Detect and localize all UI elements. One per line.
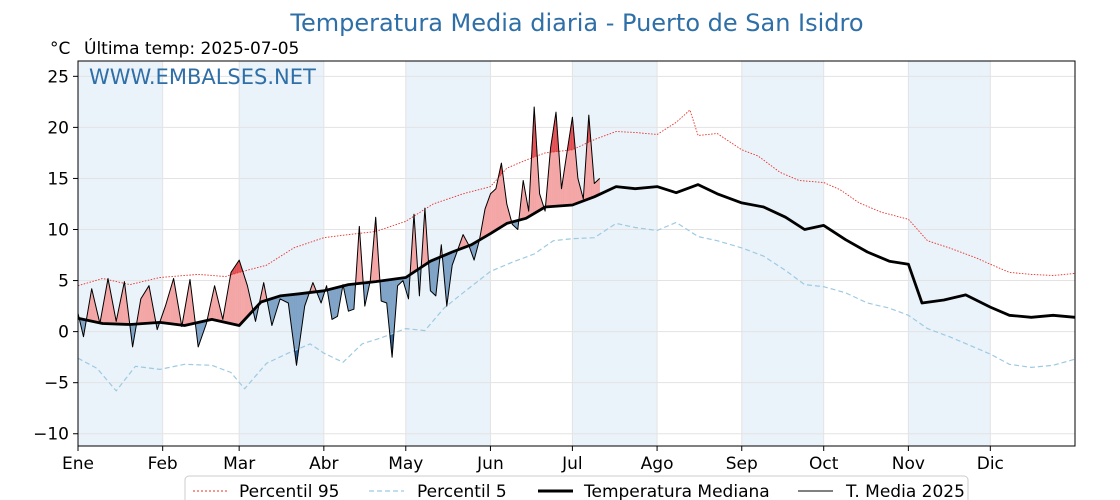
y-tick-label: 5 xyxy=(58,272,69,292)
month-band xyxy=(908,61,991,446)
p95-line xyxy=(77,109,1076,287)
y-axis-ticks: 25 20 15 10 5 0 −5 −10 xyxy=(33,67,78,445)
x-axis-ticks: Ene Feb Mar Abr May Jun Jul Ago Sep Oct Nov Dic xyxy=(62,446,1004,474)
watermark-text: WWW.EMBALSES.NET xyxy=(89,65,316,89)
legend-label-median: Temperatura Mediana xyxy=(583,482,770,500)
last-temp-label: Última temp: 2025-07-05 xyxy=(84,37,299,59)
series-lines xyxy=(77,106,1076,392)
x-tick-label: May xyxy=(388,454,423,474)
legend-label-p5: Percentil 5 xyxy=(417,482,507,500)
x-tick-label: Jun xyxy=(476,454,504,474)
x-tick-label: Jul xyxy=(561,454,583,474)
y-tick-label: 20 xyxy=(47,118,69,138)
p5-line xyxy=(77,221,1076,392)
month-band xyxy=(239,61,324,446)
x-tick-label: Mar xyxy=(223,454,255,474)
x-tick-label: Ene xyxy=(62,454,94,474)
x-tick-label: Dic xyxy=(977,454,1004,474)
month-band xyxy=(78,61,163,446)
y-tick-label: 15 xyxy=(47,169,69,189)
y-tick-label: 0 xyxy=(58,323,69,343)
y-tick-label: −5 xyxy=(44,374,69,394)
x-tick-label: Abr xyxy=(309,454,338,474)
month-band xyxy=(572,61,658,446)
unit-label: °C xyxy=(50,39,70,59)
chart-title: Temperatura Media diaria - Puerto de San… xyxy=(289,9,863,37)
x-tick-label: Feb xyxy=(148,454,178,474)
plot-frame xyxy=(77,60,1076,447)
y-tick-label: 25 xyxy=(47,67,69,87)
y-tick-label: −10 xyxy=(33,425,69,445)
legend: Percentil 95 Percentil 5 Temperatura Med… xyxy=(184,475,969,500)
legend-box xyxy=(184,475,969,500)
x-tick-label: Nov xyxy=(892,454,925,474)
x-tick-label: Sep xyxy=(726,454,758,474)
above-median-fill xyxy=(598,177,600,195)
y-tick-label: 10 xyxy=(47,221,69,241)
x-tick-label: Oct xyxy=(809,454,839,474)
plot-area: WWW.EMBALSES.NET xyxy=(77,60,1076,447)
x-tick-label: Ago xyxy=(641,454,674,474)
month-band xyxy=(741,61,824,446)
legend-label-p95: Percentil 95 xyxy=(239,482,339,500)
legend-label-2025: T. Media 2025 xyxy=(845,482,965,500)
media-2025-line xyxy=(77,106,601,366)
median-line xyxy=(77,183,1076,327)
